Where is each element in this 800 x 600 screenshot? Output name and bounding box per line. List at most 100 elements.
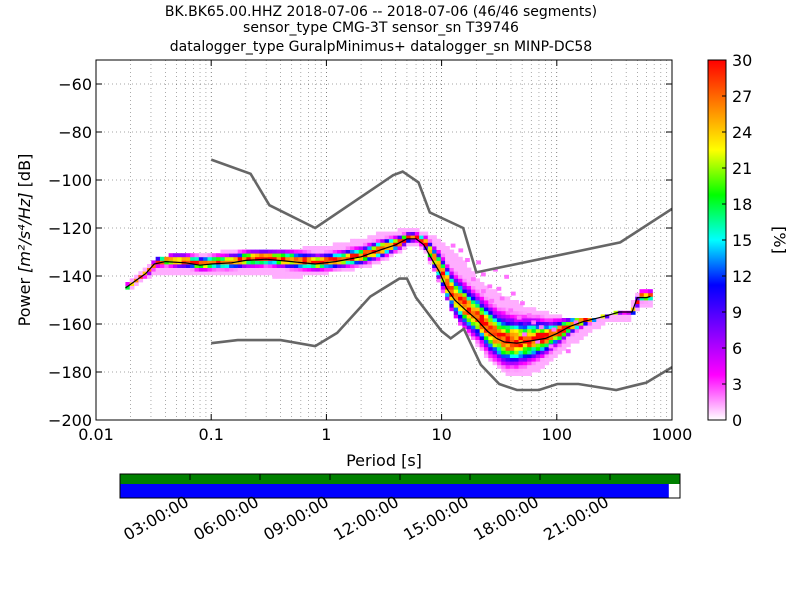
density-cell	[363, 246, 368, 250]
density-cell	[471, 321, 476, 326]
colorbar-tick-label: 6	[732, 339, 742, 358]
density-cell	[492, 303, 498, 308]
density-cell	[337, 242, 342, 247]
density-cell	[630, 300, 636, 304]
density-cell	[224, 271, 230, 276]
density-cell	[285, 256, 290, 261]
density-cell	[354, 238, 360, 243]
density-cell	[514, 328, 519, 333]
density-cell	[471, 325, 476, 330]
density-cell	[388, 235, 394, 240]
density-cell	[220, 249, 226, 254]
density-cell	[648, 289, 653, 294]
density-cell	[540, 346, 545, 351]
density-cell	[350, 267, 355, 272]
density-cell	[518, 346, 524, 351]
density-cell	[544, 328, 550, 333]
density-cell	[276, 253, 282, 258]
density-cell	[535, 368, 541, 373]
density-cell	[445, 278, 450, 283]
density-cell	[496, 296, 502, 301]
density-cell	[535, 346, 541, 351]
density-cell	[190, 267, 195, 272]
density-cell	[375, 238, 381, 243]
density-cell	[548, 321, 554, 326]
density-cell	[505, 328, 511, 333]
density-cell	[522, 314, 528, 319]
density-cell	[302, 253, 308, 258]
density-cell	[465, 258, 470, 262]
density-cell	[375, 235, 381, 240]
density-cell	[324, 256, 329, 261]
density-cell	[190, 260, 195, 265]
density-cell	[453, 271, 459, 276]
density-cell	[198, 267, 204, 272]
density-cell	[384, 249, 390, 254]
density-cell	[509, 364, 515, 369]
density-cell	[445, 296, 450, 301]
density-cell	[350, 242, 355, 247]
density-cell	[280, 260, 286, 265]
density-cell	[553, 350, 558, 355]
density-cell	[509, 328, 515, 333]
density-cell	[527, 328, 532, 333]
density-cell	[350, 238, 355, 243]
density-cell	[574, 336, 580, 340]
density-cell	[306, 267, 312, 272]
density-cell	[393, 235, 398, 240]
density-cell	[617, 318, 623, 322]
density-cell	[293, 249, 299, 254]
density-cell	[514, 325, 519, 330]
density-cell	[419, 238, 424, 243]
density-cell	[302, 267, 308, 272]
density-cell	[479, 282, 485, 286]
density-cell	[177, 271, 182, 276]
density-cell	[250, 249, 256, 254]
density-cell	[496, 364, 502, 369]
density-cell	[527, 321, 532, 326]
density-cell	[518, 339, 524, 344]
density-cell	[522, 310, 528, 315]
density-cell	[483, 321, 489, 326]
density-cell	[185, 260, 191, 265]
density-cell	[155, 256, 161, 261]
density-cell	[483, 343, 489, 348]
density-cell	[168, 264, 174, 268]
density-cell	[557, 321, 563, 326]
density-cell	[496, 292, 502, 297]
density-cell	[600, 321, 606, 326]
density-cell	[319, 256, 325, 261]
density-cell	[462, 318, 468, 322]
density-cell	[224, 267, 230, 272]
density-cell	[617, 310, 623, 315]
density-cell	[458, 292, 463, 297]
density-cell	[159, 256, 165, 261]
density-cell	[397, 242, 403, 247]
density-cell	[475, 310, 481, 315]
density-cell	[203, 260, 208, 265]
density-cell	[630, 303, 636, 308]
density-cell	[375, 246, 381, 250]
density-cell	[492, 296, 498, 301]
density-cell	[483, 346, 489, 351]
density-cell	[531, 332, 537, 337]
density-cell	[535, 350, 541, 355]
density-cell	[337, 267, 342, 272]
density-cell	[458, 248, 464, 253]
density-cell	[553, 346, 558, 351]
density-cell	[298, 253, 303, 258]
density-cell	[371, 242, 377, 247]
density-cell	[535, 336, 541, 340]
density-cell	[479, 307, 485, 312]
density-cell	[134, 274, 139, 279]
density-cell	[453, 267, 459, 272]
density-cell	[648, 296, 653, 301]
density-cell	[388, 231, 394, 236]
density-cell	[531, 364, 537, 369]
density-cell	[276, 249, 282, 254]
density-cell	[505, 361, 511, 366]
density-cell	[285, 264, 290, 268]
density-cell	[479, 292, 485, 297]
density-cell	[635, 292, 640, 297]
density-cell	[332, 264, 338, 268]
